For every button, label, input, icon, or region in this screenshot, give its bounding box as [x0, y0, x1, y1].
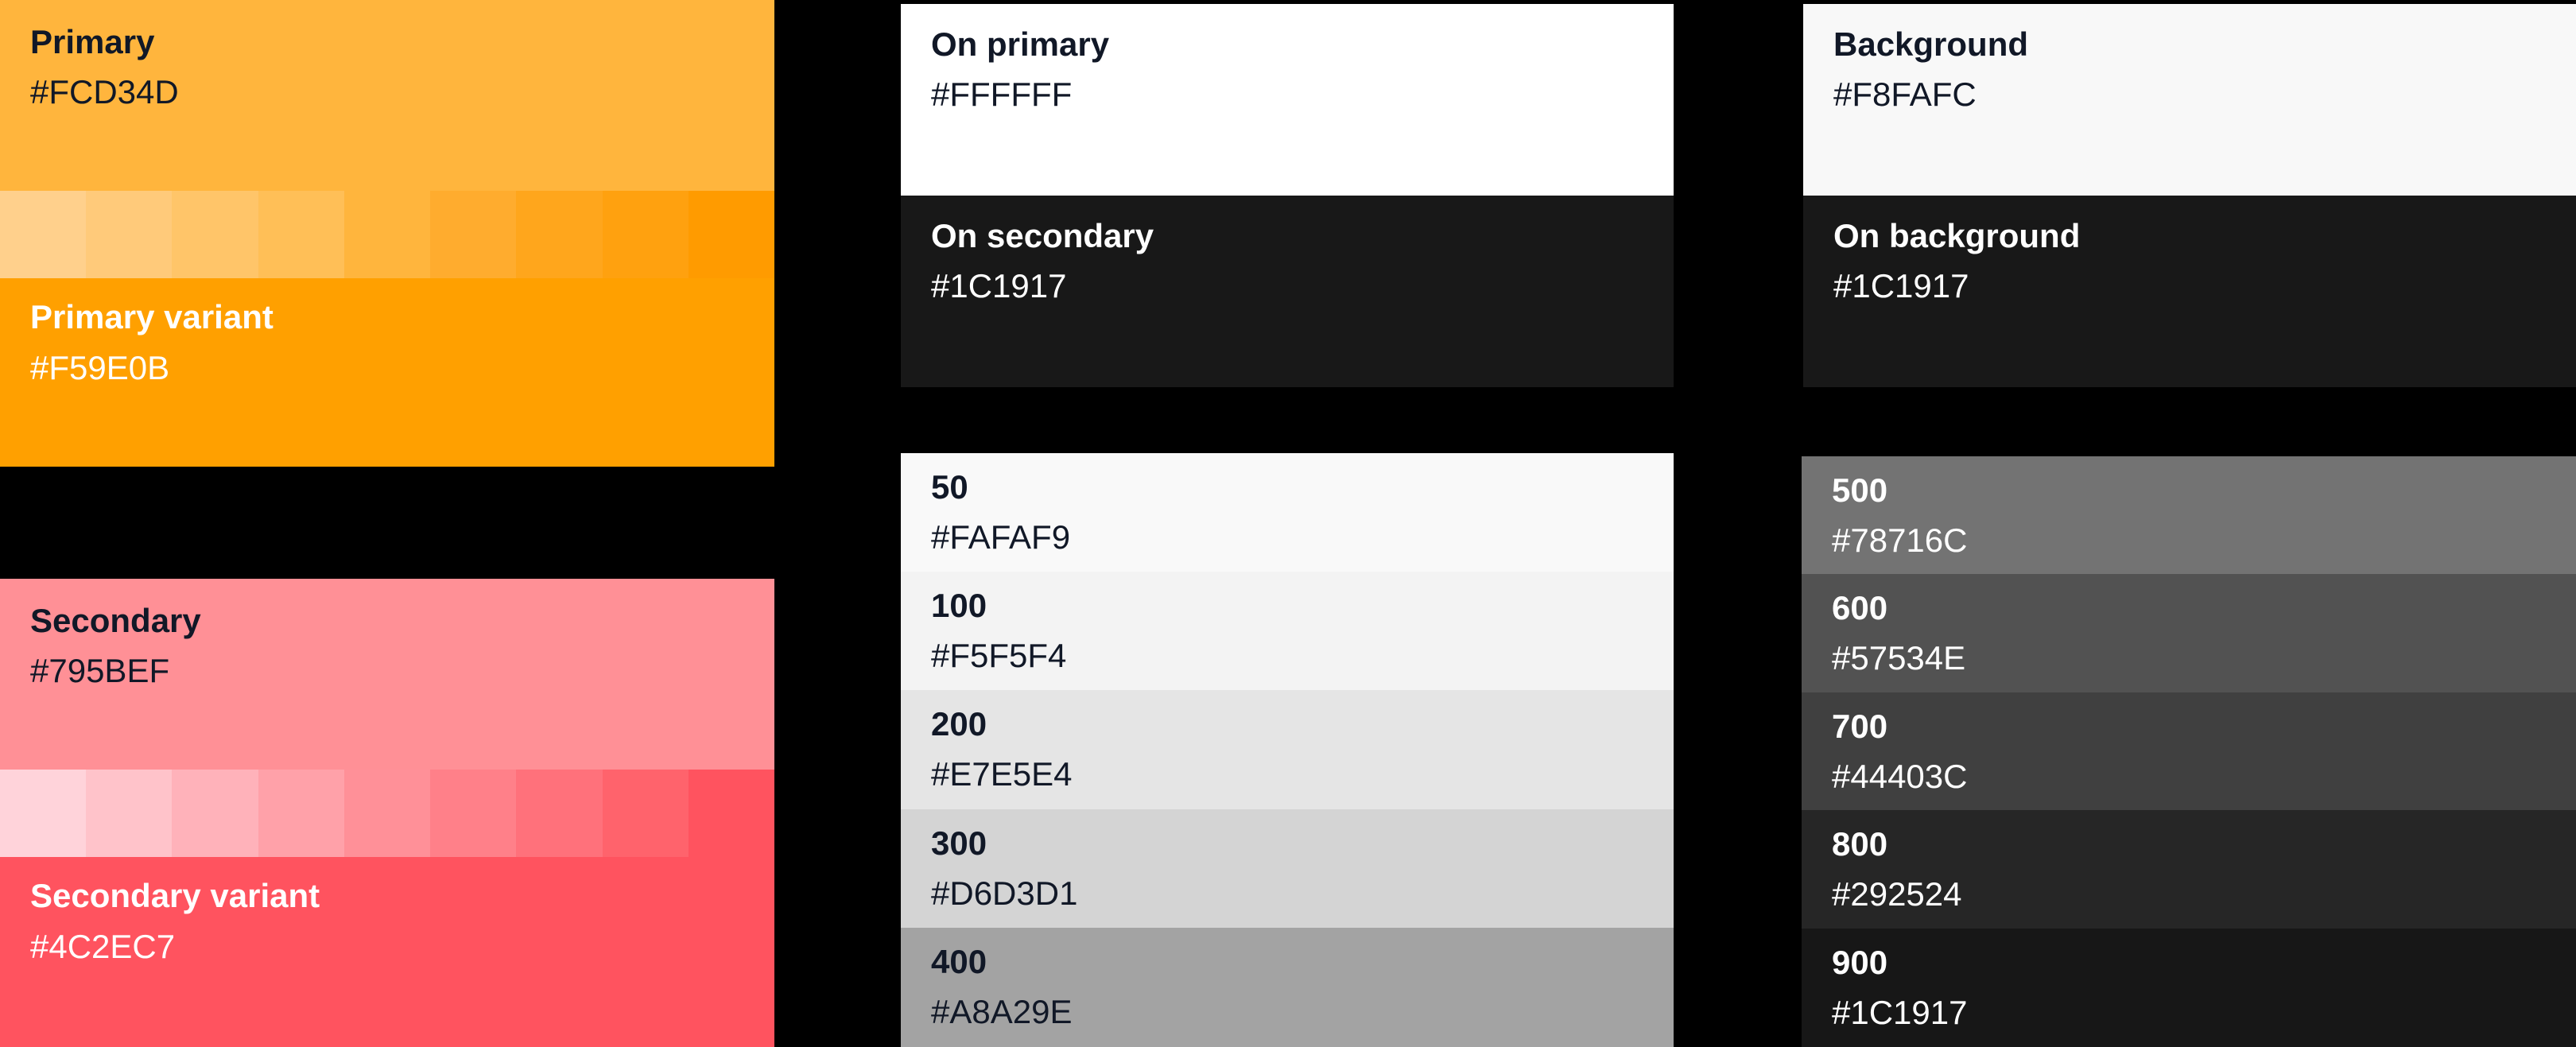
neutral-700-swatch: 700 #44403C [1802, 692, 2576, 810]
neutral-600-hex: #57534E [1832, 639, 1966, 677]
primary-hex: #FCD34D [30, 73, 179, 111]
secondary-name: Secondary [30, 602, 201, 639]
on-primary-name: On primary [931, 25, 1110, 63]
secondary-tint-scale-step-4 [258, 770, 344, 857]
secondary-tint-scale-step-9 [688, 770, 774, 857]
neutral-500-name: 500 [1832, 471, 1888, 509]
neutral-300-swatch: 300 #D6D3D1 [901, 809, 1674, 928]
neutral-900-swatch: 900 #1C1917 [1802, 929, 2576, 1047]
secondary-tint-scale-step-1 [0, 770, 87, 857]
neutral-800-swatch: 800 #292524 [1802, 810, 2576, 929]
neutral-500-swatch: 500 #78716C [1802, 456, 2576, 574]
neutral-300-name: 300 [931, 824, 987, 862]
secondary-hex: #795BEF [30, 652, 170, 689]
neutral-200-name: 200 [931, 705, 987, 743]
background-swatch: Background #F8FAFC [1803, 4, 2576, 196]
neutral-50-hex: #FAFAF9 [931, 518, 1071, 556]
neutral-50-name: 50 [931, 468, 968, 506]
primary-tint-scale-step-4 [258, 191, 344, 278]
on-primary-hex: #FFFFFF [931, 76, 1073, 113]
neutral-100-hex: #F5F5F4 [931, 637, 1067, 674]
neutral-600-swatch: 600 #57534E [1802, 574, 2576, 692]
primary-variant-swatch: Primary variant #F59E0B [0, 278, 774, 467]
primary-name: Primary [30, 23, 155, 60]
secondary-tint-scale [0, 770, 774, 857]
secondary-tint-scale-step-7 [516, 770, 603, 857]
secondary-variant-swatch: Secondary variant #4C2EC7 [0, 857, 774, 1047]
background-hex: #F8FAFC [1833, 76, 1977, 113]
neutral-200-hex: #E7E5E4 [931, 755, 1073, 793]
on-secondary-swatch: On secondary #1C1917 [901, 196, 1674, 387]
background-name: Background [1833, 25, 2029, 63]
on-background-hex: #1C1917 [1833, 267, 1969, 304]
neutral-700-name: 700 [1832, 708, 1888, 745]
primary-tint-scale [0, 191, 774, 278]
primary-variant-hex: #F59E0B [30, 349, 170, 386]
on-background-name: On background [1833, 217, 2081, 254]
neutral-400-hex: #A8A29E [931, 993, 1073, 1030]
on-background-swatch: On background #1C1917 [1803, 196, 2576, 387]
primary-tint-scale-step-1 [0, 191, 87, 278]
primary-tint-scale-step-7 [516, 191, 603, 278]
on-primary-swatch: On primary #FFFFFF [901, 4, 1674, 196]
primary-tint-scale-step-3 [172, 191, 258, 278]
secondary-tint-scale-step-8 [602, 770, 689, 857]
primary-tint-scale-step-2 [86, 191, 173, 278]
on-secondary-name: On secondary [931, 217, 1154, 254]
primary-tint-scale-step-8 [602, 191, 689, 278]
secondary-variant-hex: #4C2EC7 [30, 928, 176, 965]
primary-color-card: Primary #FCD34D Primary variant #F59E0B [0, 0, 774, 467]
background-colors-card: Background #F8FAFC On background #1C1917 [1803, 4, 2576, 387]
neutral-500-hex: #78716C [1832, 522, 1968, 559]
neutral-900-name: 900 [1832, 944, 1888, 981]
neutral-400-swatch: 400 #A8A29E [901, 928, 1674, 1047]
neutral-100-name: 100 [931, 587, 987, 624]
secondary-color-card: Secondary #795BEF Secondary variant #4C2… [0, 579, 774, 1047]
neutral-900-hex: #1C1917 [1832, 994, 1968, 1031]
secondary-tint-scale-step-5 [343, 770, 431, 857]
on-secondary-hex: #1C1917 [931, 267, 1067, 304]
on-colors-card: On primary #FFFFFF On secondary #1C1917 [901, 4, 1674, 387]
primary-tint-scale-step-9 [688, 191, 774, 278]
neutral-dark-scale: 500 #78716C 600 #57534E 700 #44403C 800 … [1802, 456, 2576, 1047]
neutral-light-scale: 50 #FAFAF9 100 #F5F5F4 200 #E7E5E4 300 #… [901, 453, 1674, 1047]
secondary-tint-scale-step-6 [430, 770, 517, 857]
primary-variant-name: Primary variant [30, 298, 274, 335]
secondary-swatch: Secondary #795BEF [0, 579, 774, 770]
neutral-800-hex: #292524 [1832, 875, 1962, 913]
neutral-600-name: 600 [1832, 589, 1888, 626]
primary-swatch: Primary #FCD34D [0, 0, 774, 191]
neutral-700-hex: #44403C [1832, 758, 1968, 795]
neutral-800-name: 800 [1832, 825, 1888, 863]
neutral-50-swatch: 50 #FAFAF9 [901, 453, 1674, 572]
secondary-tint-scale-step-2 [86, 770, 173, 857]
neutral-400-name: 400 [931, 943, 987, 980]
neutral-100-swatch: 100 #F5F5F4 [901, 572, 1674, 690]
primary-tint-scale-step-6 [430, 191, 517, 278]
secondary-variant-name: Secondary variant [30, 877, 320, 914]
neutral-200-swatch: 200 #E7E5E4 [901, 690, 1674, 809]
neutral-300-hex: #D6D3D1 [931, 874, 1078, 912]
secondary-tint-scale-step-3 [172, 770, 258, 857]
primary-tint-scale-step-5 [343, 191, 431, 278]
